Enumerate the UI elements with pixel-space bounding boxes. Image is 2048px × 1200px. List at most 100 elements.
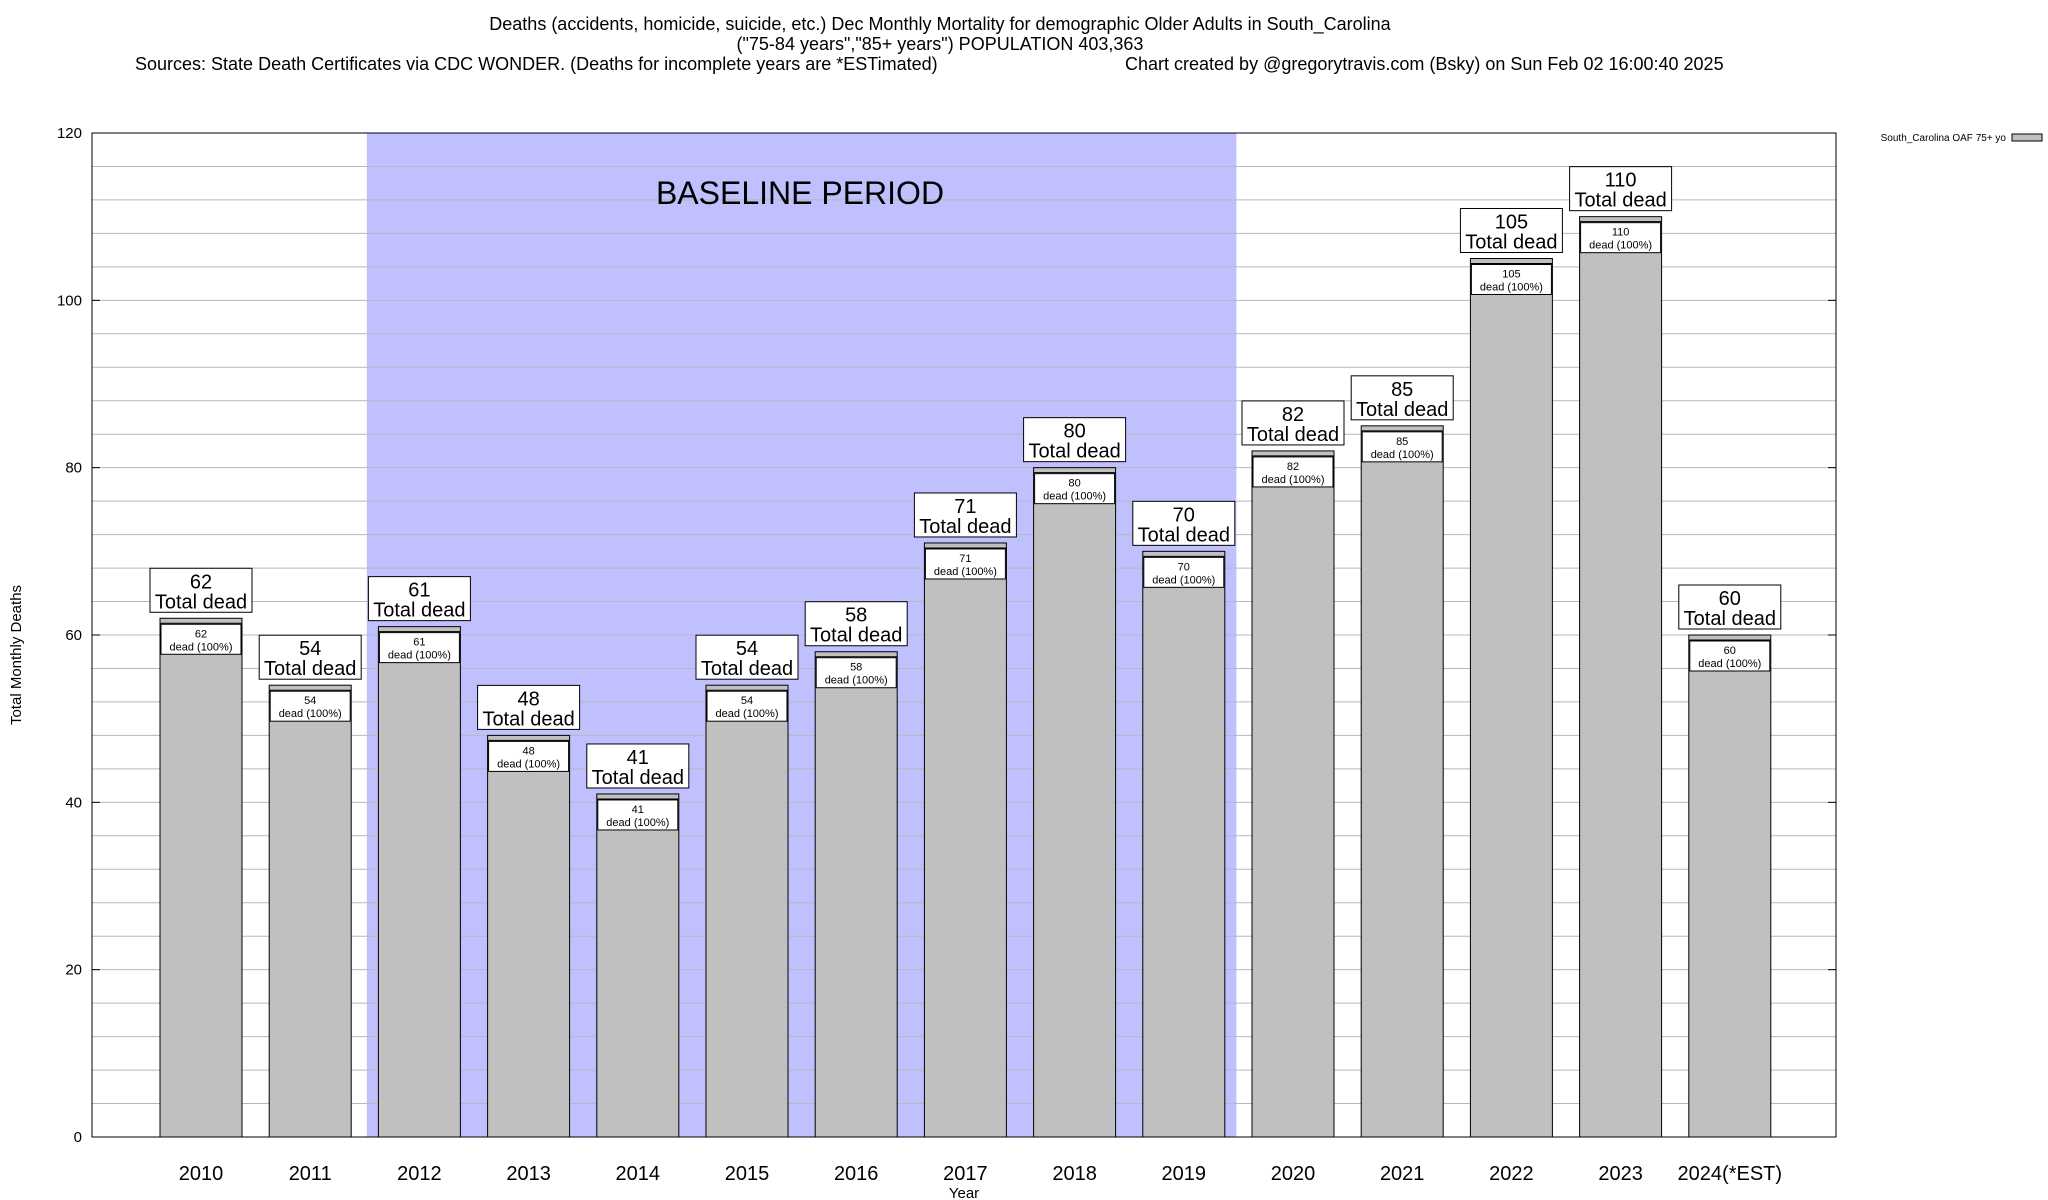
- inner-label-box: [1252, 456, 1334, 488]
- inner-percent-label: dead (100%): [1698, 658, 1761, 670]
- inner-label-box: [269, 690, 351, 722]
- x-tick-label: 2022: [1489, 1163, 1534, 1185]
- total-value-label: 110: [1605, 170, 1637, 192]
- inner-label-box: [1361, 431, 1443, 463]
- inner-percent-label: dead (100%): [1480, 282, 1543, 294]
- total-value-label: 54: [299, 638, 321, 660]
- total-label-box: [1241, 400, 1345, 446]
- bar-2022: [1469, 258, 1553, 1138]
- y-tick-label: 60: [65, 627, 82, 644]
- bar-2018: [1033, 467, 1117, 1138]
- total-label-box: [258, 634, 362, 680]
- total-label-box: [1132, 500, 1236, 546]
- total-value-label: 61: [408, 580, 430, 602]
- legend-entry-label: South_Carolina OAF 75+ yo: [1881, 133, 2007, 144]
- total-dead-label: Total dead: [482, 708, 574, 730]
- inner-value-label: 48: [522, 745, 534, 757]
- inner-label-box: [706, 690, 788, 722]
- total-label-box: [477, 684, 581, 730]
- bar-2010: [159, 617, 243, 1138]
- inner-label-box: [924, 548, 1006, 580]
- total-value-label: 105: [1495, 212, 1528, 234]
- inner-percent-label: dead (100%): [1262, 474, 1325, 486]
- x-tick-label: 2023: [1598, 1163, 1643, 1185]
- y-tick-label: 100: [57, 292, 82, 309]
- total-value-label: 82: [1282, 404, 1304, 426]
- total-label-box: [149, 567, 253, 613]
- bar-2019: [1142, 550, 1226, 1138]
- plot-frame: [91, 132, 1837, 1138]
- total-dead-label: Total dead: [1247, 424, 1339, 446]
- total-label-box: [586, 743, 690, 789]
- inner-percent-label: dead (100%): [1043, 491, 1106, 503]
- total-value-label: 62: [190, 571, 212, 593]
- legend-swatch: [2011, 133, 2043, 142]
- inner-percent-label: dead (100%): [1371, 449, 1434, 461]
- total-label-box: [1023, 417, 1127, 463]
- y-tick-label: 120: [57, 125, 82, 142]
- bar-2012: [377, 626, 461, 1138]
- baseline-period-label: BASELINE PERIOD: [656, 175, 944, 211]
- total-value-label: 80: [1063, 421, 1085, 443]
- y-axis-label: Total Monthly Deaths: [8, 585, 25, 725]
- total-label-box: [1678, 584, 1782, 630]
- legend: South_Carolina OAF 75+ yo: [1881, 133, 2043, 144]
- total-label-box: [1459, 208, 1563, 253]
- x-tick-label: 2015: [725, 1163, 770, 1185]
- bar-2017: [923, 542, 1007, 1138]
- inner-value-label: 110: [1612, 227, 1630, 239]
- total-dead-label: Total dead: [701, 658, 793, 680]
- inner-label-box: [1580, 222, 1662, 254]
- total-dead-label: Total dead: [264, 658, 356, 680]
- x-tick-label: 2010: [179, 1163, 224, 1185]
- bar-2011: [268, 684, 352, 1138]
- x-tick-label: 2019: [1162, 1163, 1207, 1185]
- inner-value-label: 71: [959, 553, 971, 565]
- x-tick-label: 2011: [289, 1163, 332, 1185]
- bar-2014: [596, 793, 680, 1138]
- total-dead-label: Total dead: [373, 600, 465, 622]
- inner-value-label: 60: [1724, 645, 1736, 657]
- inner-value-label: 105: [1502, 269, 1520, 281]
- total-value-label: 70: [1173, 504, 1195, 526]
- total-value-label: 85: [1391, 379, 1413, 401]
- x-tick-label: 2017: [943, 1163, 988, 1185]
- inner-value-label: 80: [1068, 478, 1080, 490]
- y-tick-label: 20: [65, 962, 82, 979]
- inner-label-box: [1034, 473, 1116, 505]
- inner-percent-label: dead (100%): [388, 650, 451, 662]
- total-dead-label: Total dead: [155, 591, 247, 613]
- x-tick-label: 2012: [397, 1163, 442, 1185]
- total-dead-label: Total dead: [919, 516, 1011, 538]
- x-axis-label: Year: [949, 1185, 979, 1200]
- x-tick-label: 2020: [1271, 1163, 1316, 1185]
- bar-2023: [1579, 216, 1663, 1138]
- inner-label-box: [488, 740, 570, 772]
- chart-title-line-2: ("75-84 years","85+ years") POPULATION 4…: [736, 34, 1144, 54]
- total-label-box: [804, 601, 908, 647]
- inner-value-label: 70: [1178, 561, 1190, 573]
- inner-percent-label: dead (100%): [279, 708, 342, 720]
- inner-label-box: [378, 632, 460, 664]
- bar-2020: [1251, 450, 1335, 1138]
- x-tick-label: 2014: [616, 1163, 661, 1185]
- x-tick-label: 2024(*EST): [1678, 1163, 1783, 1185]
- total-label-box: [1350, 375, 1454, 421]
- inner-percent-label: dead (100%): [1589, 240, 1652, 252]
- inner-label-box: [1689, 640, 1771, 672]
- inner-value-label: 82: [1287, 461, 1299, 473]
- inner-label-box: [160, 623, 242, 655]
- inner-percent-label: dead (100%): [934, 566, 997, 578]
- total-dead-label: Total dead: [1465, 232, 1557, 254]
- inner-value-label: 85: [1396, 436, 1408, 448]
- y-tick-label: 80: [65, 460, 82, 477]
- inner-value-label: 54: [741, 695, 753, 707]
- y-tick-label: 0: [74, 1129, 82, 1146]
- total-dead-label: Total dead: [1028, 441, 1120, 463]
- inner-label-box: [815, 657, 897, 689]
- total-value-label: 60: [1719, 588, 1741, 610]
- total-label-box: [695, 634, 799, 680]
- inner-percent-label: dead (100%): [170, 641, 233, 653]
- total-label-box: [1569, 166, 1673, 212]
